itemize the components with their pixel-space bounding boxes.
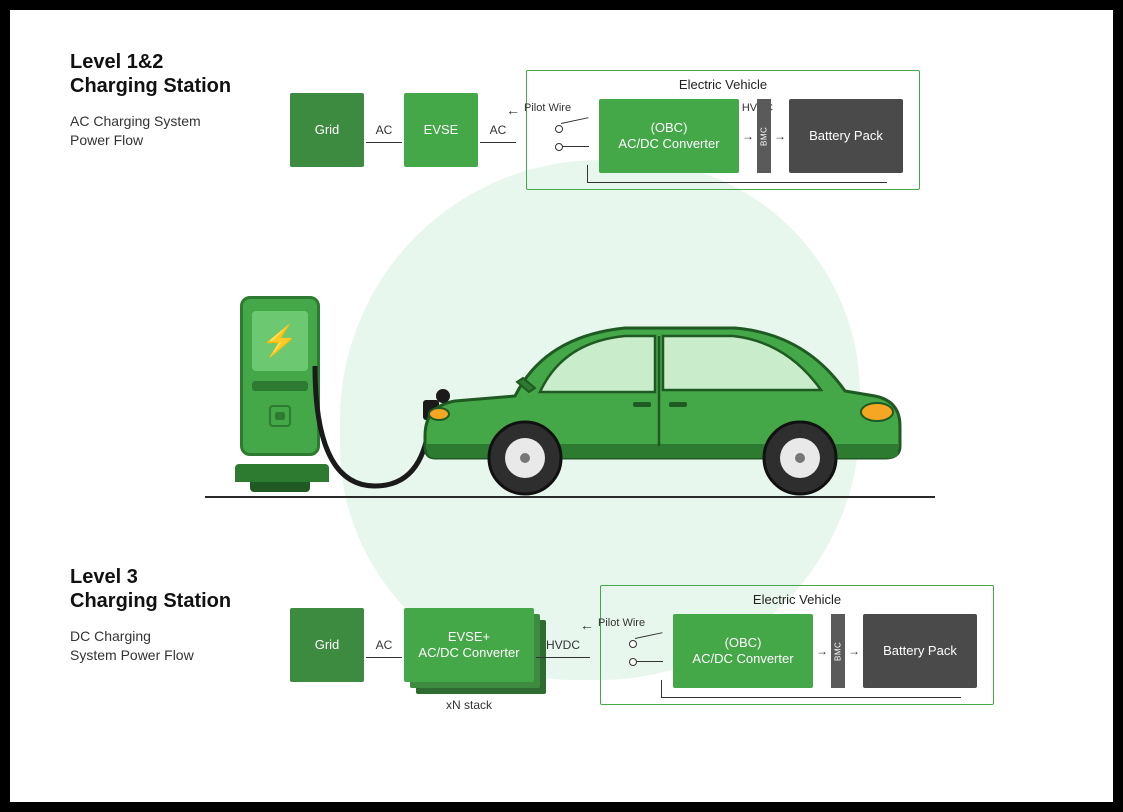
obc-l1-top: (OBC) [651, 120, 688, 135]
ac-connector-1: AC [364, 123, 404, 137]
level12-heading-block: Level 1&2 Charging Station AC Charging S… [70, 50, 231, 150]
arrow-obc-bmc-b: → [816, 644, 828, 658]
ev-title-top: Electric Vehicle [679, 77, 767, 92]
level3-flow: Grid AC EVSE+ AC/DC Converter xN stack H… [290, 585, 994, 705]
level12-subtitle: AC Charging System Power Flow [70, 112, 231, 150]
ev-inner-bottom: (OBC) AC/DC Converter → BMC → Battery Pa… [617, 614, 977, 688]
evse-stack-l2: AC/DC Converter [418, 645, 519, 660]
stack-count-label: xN stack [446, 698, 492, 713]
return-wire-top [587, 165, 887, 183]
outer-frame: Level 1&2 Charging Station AC Charging S… [0, 0, 1123, 812]
evse-stack-l1: EVSE+ [448, 629, 490, 644]
obc-l1-b: (OBC) [725, 635, 762, 650]
electric-car-icon [405, 296, 905, 496]
evse-stack-node: EVSE+ AC/DC Converter xN stack [404, 608, 534, 682]
level12-sub-l1: AC Charging System [70, 113, 201, 129]
level3-title: Level 3 Charging Station [70, 565, 231, 613]
charger-screen: ⚡ [252, 311, 308, 371]
bmc-top: BMC [757, 99, 771, 173]
level3-subtitle: DC Charging System Power Flow [70, 627, 231, 665]
return-wire-bottom [661, 680, 961, 698]
grid-node: Grid [290, 93, 364, 167]
level12-sub-l2: Power Flow [70, 132, 143, 148]
charger-foot [250, 482, 310, 492]
evse-node: EVSE [404, 93, 478, 167]
switch-bottom [617, 614, 665, 688]
level3-title-l1: Level 3 [70, 566, 138, 588]
obc-node-top: (OBC) AC/DC Converter [599, 99, 739, 173]
battery-node-top: Battery Pack [789, 99, 903, 173]
level3-title-l2: Charging Station [70, 590, 231, 612]
obc-node-bottom: (OBC) AC/DC Converter [673, 614, 813, 688]
bolt-icon: ⚡ [261, 324, 298, 359]
grid-node-b: Grid [290, 608, 364, 682]
battery-node-bottom: Battery Pack [863, 614, 977, 688]
ev-container-bottom: Electric Vehicle Pilot Wire (OBC) AC/DC … [600, 585, 994, 705]
arrow-bmc-batt-top: → [774, 129, 786, 143]
obc-l2-b: AC/DC Converter [692, 651, 793, 666]
bmc-bottom: BMC [831, 614, 845, 688]
ev-container-top: Electric Vehicle Pilot Wire HVDC (OBC) A… [526, 70, 920, 190]
ev-title-bottom: Electric Vehicle [753, 592, 841, 607]
switch-top [543, 99, 591, 173]
arrow-bmc-batt-b: → [848, 644, 860, 658]
obc-l2-top: AC/DC Converter [618, 136, 719, 151]
charger-plug-icon [269, 405, 291, 427]
level3-sub-l1: DC Charging [70, 628, 151, 644]
level3-sub-l2: System Power Flow [70, 647, 194, 663]
ground-line [205, 496, 935, 498]
arrow-obc-bmc-top: → [742, 129, 754, 143]
diagram-canvas: Level 1&2 Charging Station AC Charging S… [10, 10, 1113, 802]
level12-flow: Grid AC EVSE AC Electric Vehicle Pilot W… [290, 70, 920, 190]
level12-title: Level 1&2 Charging Station [70, 50, 231, 98]
car-illustration: ⚡ [205, 250, 905, 510]
ac-connector-b: AC [364, 638, 404, 652]
level12-title-l1: Level 1&2 [70, 51, 163, 73]
ev-inner-top: (OBC) AC/DC Converter → BMC → Battery Pa… [543, 99, 903, 173]
hvdc-connector-b: HVDC [534, 638, 592, 652]
level3-heading-block: Level 3 Charging Station DC Charging Sys… [70, 565, 231, 665]
ac-connector-2: AC [478, 123, 518, 137]
level12-title-l2: Charging Station [70, 75, 231, 97]
charger-slot [252, 381, 308, 391]
